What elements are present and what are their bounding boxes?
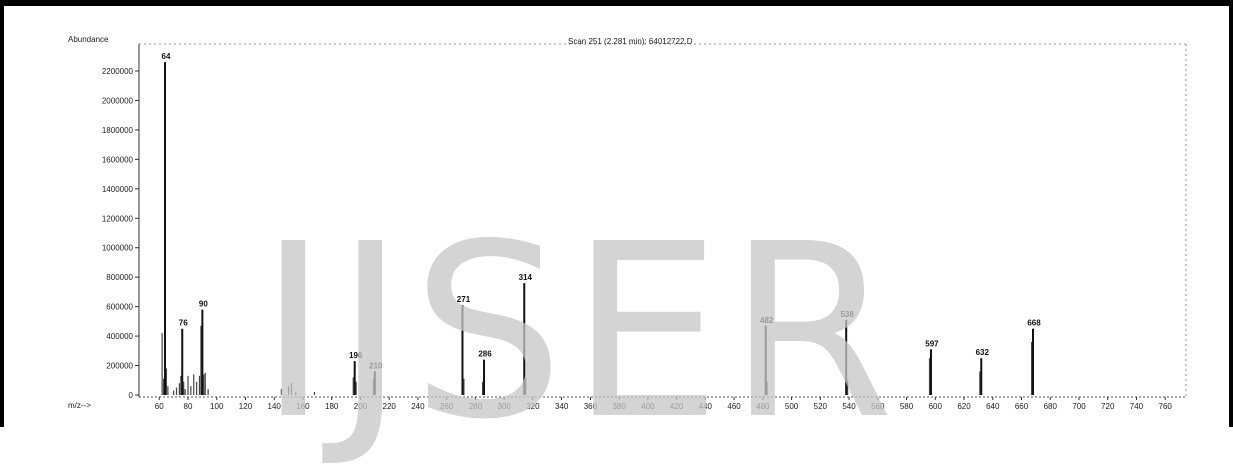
x-tick-label: 760 (1159, 402, 1173, 411)
x-tick-label: 660 (1015, 402, 1029, 411)
peak-label: 668 (1027, 319, 1041, 328)
x-tick-label: 240 (411, 402, 425, 411)
x-tick-label: 120 (239, 402, 253, 411)
y-axis-ticks: 0 200000 400000 600000 800000 1000000 1200000 1… (102, 67, 139, 400)
x-tick-label: 340 (555, 402, 569, 411)
x-tick-label: 260 (440, 402, 454, 411)
peak-label: 76 (179, 319, 188, 328)
y-tick-label: 1400000 (102, 185, 134, 194)
x-tick-label: 200 (354, 402, 368, 411)
peak-label: 210 (369, 361, 383, 370)
x-tick-label: 220 (383, 402, 397, 411)
y-tick-label: 200000 (106, 362, 133, 371)
y-tick-label: 1800000 (102, 126, 134, 135)
y-tick-label: 1600000 (102, 155, 134, 164)
x-tick-label: 720 (1101, 402, 1115, 411)
x-tick-label: 540 (842, 402, 856, 411)
y-tick-label: 0 (129, 391, 134, 400)
peak-label: 314 (519, 273, 533, 282)
x-axis-label: m/z--> (68, 401, 91, 410)
peak-label: 482 (760, 316, 774, 325)
y-tick-label: 1200000 (102, 214, 134, 223)
x-tick-label: 80 (184, 402, 193, 411)
peak-label: 538 (840, 310, 854, 319)
x-tick-label: 580 (900, 402, 914, 411)
peak-label: 196 (349, 351, 363, 360)
y-tick-label: 2200000 (102, 67, 134, 76)
x-tick-label: 420 (670, 402, 684, 411)
x-tick-label: 680 (1044, 402, 1058, 411)
peak-label: 597 (925, 339, 939, 348)
x-tick-label: 740 (1130, 402, 1144, 411)
peak-label: 271 (457, 295, 471, 304)
x-tick-label: 400 (641, 402, 655, 411)
peak-labels: 64 76 90 196 210 271 286 314 482 538 597 632 668 (162, 52, 1042, 370)
y-tick-label: 1000000 (102, 244, 134, 253)
x-tick-label: 480 (756, 402, 770, 411)
x-tick-label: 600 (929, 402, 943, 411)
y-axis-label: Abundance (68, 35, 109, 44)
x-tick-label: 360 (584, 402, 598, 411)
x-tick-label: 300 (497, 402, 511, 411)
image-frame (0, 0, 1233, 427)
x-tick-label: 560 (871, 402, 885, 411)
x-tick-label: 440 (699, 402, 713, 411)
peak-label: 64 (162, 52, 171, 61)
chart-title: Scan 251 (2.281 min): 64012722.D (568, 37, 693, 46)
y-tick-label: 400000 (106, 332, 133, 341)
spectrum-peaks (161, 62, 1034, 395)
x-tick-label: 620 (957, 402, 971, 411)
x-tick-label: 520 (814, 402, 828, 411)
x-tick-label: 180 (325, 402, 339, 411)
peak-label: 286 (478, 350, 492, 359)
x-tick-label: 500 (785, 402, 799, 411)
x-tick-label: 280 (469, 402, 483, 411)
x-tick-label: 460 (727, 402, 741, 411)
plot-area (138, 43, 1187, 398)
x-axis-ticks: 60 80 100 120 140 160 180 200 220 240 260 280 300 320… (155, 397, 1173, 411)
mass-spectrum-chart: Abundance Scan 251 (2.281 min): 64012722… (68, 35, 1187, 411)
x-tick-label: 60 (155, 402, 164, 411)
peak-label: 632 (976, 348, 990, 357)
peak-label: 90 (199, 300, 208, 309)
x-tick-label: 320 (526, 402, 540, 411)
x-tick-label: 100 (210, 402, 224, 411)
x-tick-label: 160 (296, 402, 310, 411)
y-tick-label: 600000 (106, 303, 133, 312)
x-tick-label: 380 (612, 402, 626, 411)
x-tick-label: 700 (1072, 402, 1086, 411)
x-tick-label: 640 (986, 402, 1000, 411)
y-tick-label: 2000000 (102, 96, 134, 105)
x-tick-label: 140 (268, 402, 282, 411)
y-tick-label: 800000 (106, 273, 133, 282)
